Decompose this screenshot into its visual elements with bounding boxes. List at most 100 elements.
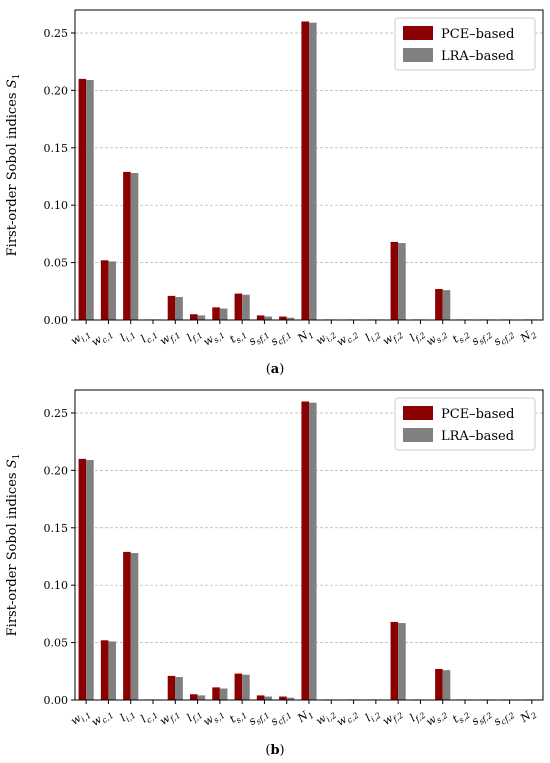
legend-swatch-pce xyxy=(403,406,433,420)
bar-pce xyxy=(189,314,198,320)
x-tick-label: scf,1 xyxy=(268,326,293,350)
bar-pce xyxy=(78,78,87,320)
plot-frame xyxy=(74,9,544,321)
bar-pce xyxy=(390,621,399,700)
bar-pce xyxy=(279,316,287,320)
bar-pce xyxy=(123,171,131,320)
bar-lra xyxy=(175,297,183,320)
y-axis-label: First-order Sobol indices S1 xyxy=(5,74,22,257)
y-tick-label: 0.20 xyxy=(44,464,69,477)
bar-lra xyxy=(286,317,295,320)
bar-pce xyxy=(100,260,109,320)
legend-label: LRA–based xyxy=(441,49,514,64)
y-tick-label: 0.25 xyxy=(44,407,69,420)
bar-lra xyxy=(197,695,206,700)
bar-lra xyxy=(309,402,317,700)
x-tick-label: li,2 xyxy=(363,326,383,346)
bar-pce xyxy=(435,289,443,320)
x-tick-label: li,1 xyxy=(118,706,138,726)
bar-pce xyxy=(212,307,220,320)
bar-lra xyxy=(108,641,117,700)
x-tick-label: wc,2 xyxy=(334,326,360,351)
panel-label-b: (b) xyxy=(265,743,284,758)
x-tick-label: ws,2 xyxy=(424,326,450,350)
y-tick-label: 0.20 xyxy=(44,84,69,97)
x-tick-label: lf,2 xyxy=(407,706,427,726)
x-tick-label: wc,1 xyxy=(89,706,115,731)
x-tick-label: wf,1 xyxy=(157,706,182,730)
bar-pce xyxy=(78,458,87,700)
x-tick-label: N2 xyxy=(517,706,538,727)
legend-swatch-pce xyxy=(403,26,433,40)
bar-pce xyxy=(301,21,309,321)
bar-lra xyxy=(398,243,406,320)
plot-frame xyxy=(74,389,544,701)
bar-pce xyxy=(189,694,198,700)
bar-lra xyxy=(130,553,139,700)
x-tick-label: scf,2 xyxy=(491,326,516,350)
x-tick-label: lf,2 xyxy=(407,326,427,346)
x-tick-label: wf,1 xyxy=(157,326,182,350)
bar-lra xyxy=(264,316,273,320)
bar-pce xyxy=(301,401,309,700)
bar-lra xyxy=(197,315,206,320)
bar-pce xyxy=(279,696,287,700)
bar-lra xyxy=(86,460,94,700)
x-tick-label: ws,1 xyxy=(201,706,227,730)
bar-lra xyxy=(442,290,451,320)
x-tick-label: li,1 xyxy=(118,326,138,346)
y-tick-label: 0.00 xyxy=(44,694,69,707)
bar-pce xyxy=(256,695,265,700)
legend-swatch-lra xyxy=(403,428,433,442)
legend-swatch-lra xyxy=(403,48,433,62)
x-tick-label: scf,2 xyxy=(491,706,516,730)
y-tick-label: 0.10 xyxy=(44,199,69,212)
x-tick-label: wf,2 xyxy=(380,326,405,350)
bar-pce xyxy=(167,295,176,320)
y-tick-label: 0.10 xyxy=(44,579,69,592)
x-tick-label: wc,1 xyxy=(89,326,115,351)
bar-lra xyxy=(86,80,94,320)
legend-label: LRA–based xyxy=(441,429,514,444)
x-tick-label: wc,2 xyxy=(334,706,360,731)
bar-pce xyxy=(167,675,176,700)
legend: PCE–based LRA–based xyxy=(394,17,536,71)
y-axis-label: First-order Sobol indices S1 xyxy=(5,454,22,637)
x-tick-label: ws,1 xyxy=(201,326,227,350)
y-tick-label: 0.05 xyxy=(44,637,69,650)
x-tick-label: lf,1 xyxy=(184,706,204,726)
x-tick-label: lf,1 xyxy=(184,326,204,346)
legend-label: PCE–based xyxy=(441,407,514,422)
bar-pce xyxy=(256,315,265,320)
bar-pce xyxy=(435,669,443,700)
x-tick-label: N2 xyxy=(517,326,538,347)
legend-label: PCE–based xyxy=(441,27,514,42)
bar-lra xyxy=(175,677,183,700)
bar-lra xyxy=(442,670,451,700)
x-tick-label: scf,1 xyxy=(268,706,293,730)
bar-pce xyxy=(234,293,243,320)
y-tick-label: 0.15 xyxy=(44,522,69,535)
bar-lra xyxy=(286,697,295,700)
bar-pce xyxy=(234,673,243,700)
bar-lra xyxy=(130,173,139,320)
bar-lra xyxy=(219,308,228,320)
bar-lra xyxy=(242,294,250,320)
x-tick-label: li,2 xyxy=(363,706,383,726)
bar-lra xyxy=(219,688,228,700)
panel-label-a: (a) xyxy=(266,362,285,377)
x-tick-label: ws,2 xyxy=(424,706,450,730)
y-tick-label: 0.05 xyxy=(44,257,69,270)
bar-lra xyxy=(398,623,406,700)
bar-pce xyxy=(100,640,109,700)
y-tick-label: 0.00 xyxy=(44,314,69,327)
legend: PCE–based LRA–based xyxy=(394,397,536,451)
bar-lra xyxy=(242,674,250,700)
bar-lra xyxy=(108,261,117,320)
bar-pce xyxy=(212,687,220,700)
bar-lra xyxy=(264,696,273,700)
bar-lra xyxy=(309,22,317,320)
